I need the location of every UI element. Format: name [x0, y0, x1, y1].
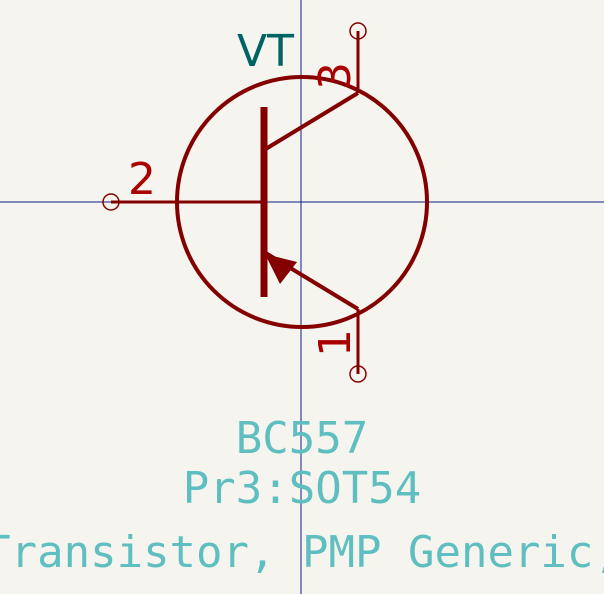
footprint-field[interactable]: Pr3:SOT54 [183, 463, 421, 514]
reference-designator[interactable]: VT [237, 26, 294, 77]
pin-1-endpoint[interactable] [349, 365, 367, 383]
pin-2-endpoint[interactable] [102, 193, 120, 211]
pin-2-number: 2 [128, 154, 156, 205]
pin-3-collector[interactable]: 3 [310, 22, 367, 93]
pin-3-number: 3 [310, 62, 361, 90]
pin-3-endpoint[interactable] [349, 22, 367, 40]
description-field[interactable]: Transistor, PMP Generic, [0, 527, 604, 578]
pin-2-base[interactable]: 2 [102, 154, 264, 211]
pin-1-number: 1 [310, 329, 361, 357]
pin-1-emitter[interactable]: 1 [310, 309, 367, 383]
emitter-arrow [265, 254, 297, 284]
value-field[interactable]: BC557 [236, 413, 368, 464]
collector-lead [262, 91, 360, 152]
transistor-symbol[interactable]: 2 3 1 [102, 22, 429, 383]
